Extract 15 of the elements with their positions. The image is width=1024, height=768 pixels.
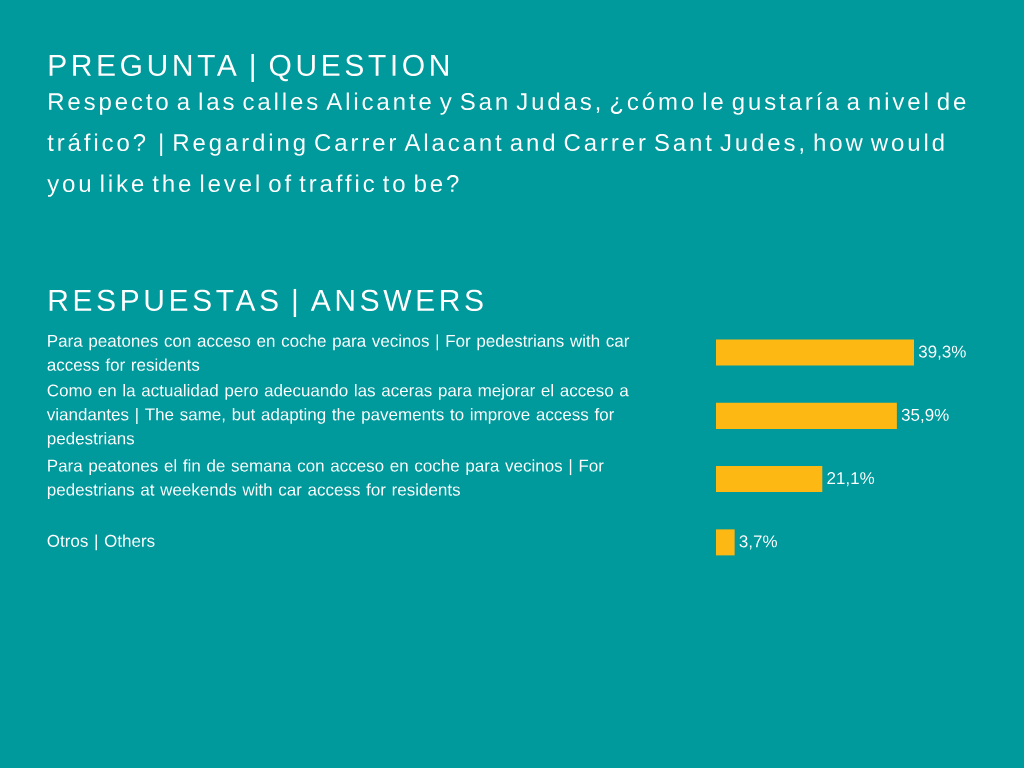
data-label: 35,9% xyxy=(901,408,949,423)
y-tick-label: Para peatones el fin de semana con acceso en coche para vecinos | For pedestrians at weekends with car access for residents xyxy=(47,459,604,500)
bar xyxy=(716,466,823,493)
y-tick-label: Otros | Others xyxy=(47,534,155,551)
y-tick-label: Para peatones con acceso en coche para vecinos | For pedestrians with car access for residents xyxy=(47,334,630,371)
y-tick-label: Como en la actualidad pero adecuando las aceras para mejorar el acceso a viandantes | The same, but adapting the pavements to improve access for pedestrians xyxy=(46,383,629,448)
data-label: 39,3% xyxy=(918,345,966,360)
bar xyxy=(716,339,915,366)
text: RESPUESTAS | ANSWERS xyxy=(49,288,483,318)
text: PREGUNTA | QUESTION xyxy=(49,53,448,83)
data-label: 3,7% xyxy=(739,535,777,550)
text: Respecto a las calles Alicante y San Judas, ¿cómo le gustaría a nivel de tráfico? | Regarding Carrer Alacant and Carrer Sant Judes, how would you like the level of traffic to be? xyxy=(47,92,966,197)
bar xyxy=(716,529,735,556)
bar xyxy=(716,402,897,429)
data-label: 21,1% xyxy=(827,472,875,487)
